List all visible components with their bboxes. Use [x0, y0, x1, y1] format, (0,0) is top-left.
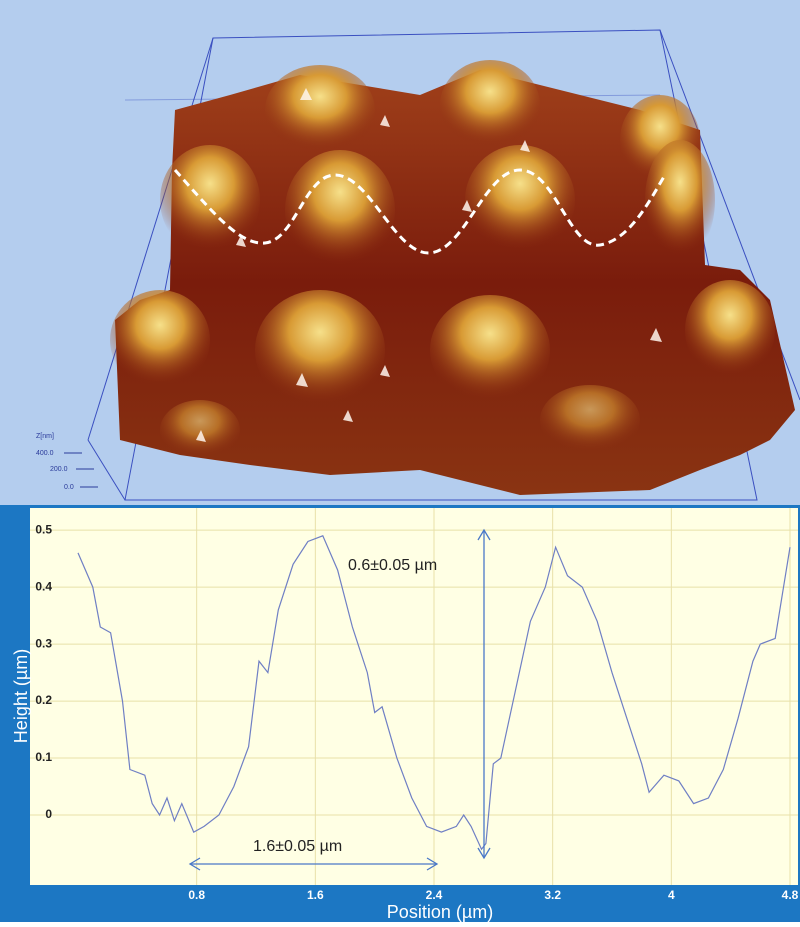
z-axis-label: Z[nm]	[36, 433, 54, 440]
afm-surface	[110, 60, 795, 495]
y-tick-label: 0	[45, 807, 52, 821]
afm-axis: Z[nm] 400.0 200.0 0.0	[36, 433, 98, 491]
x-axis-label: Position (µm)	[387, 902, 493, 922]
annotation: 0.6±0.05 µm	[348, 557, 437, 574]
z-tick-label: 0.0	[64, 484, 74, 491]
x-tick-label: 2.4	[426, 888, 443, 902]
z-tick-label: 200.0	[50, 466, 68, 473]
y-tick-label: 0.4	[35, 579, 52, 593]
y-axis-label: Height (µm)	[11, 649, 31, 743]
annotations	[188, 528, 491, 871]
plot-area	[30, 508, 798, 885]
data-line	[77, 535, 791, 851]
y-tick-label: 0.5	[35, 522, 52, 536]
chart: 0.5 0.4 0.3 0.2 0.1 0 0.8 1.6 2.4 3.2 4 4.8	[30, 508, 799, 902]
x-tick-label: 4	[668, 888, 675, 902]
y-tick-label: 0.1	[35, 750, 52, 764]
z-tick-label: 400.0	[36, 450, 54, 457]
x-tick-label: 1.6	[307, 888, 324, 902]
x-tick-label: 4.8	[782, 888, 799, 902]
x-tick-label: 3.2	[544, 888, 561, 902]
annotation: 1.6±0.05 µm	[253, 838, 342, 855]
y-tick-label: 0.3	[35, 636, 52, 650]
x-tick-label: 0.8	[188, 888, 205, 902]
y-tick-label: 0.2	[35, 693, 52, 707]
